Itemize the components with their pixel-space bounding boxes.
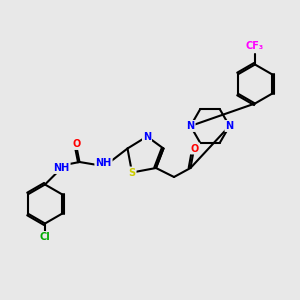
Text: NH: NH [95,158,112,169]
Text: CF₃: CF₃ [246,41,264,52]
Text: O: O [72,139,81,149]
Text: N: N [143,131,151,142]
Text: S: S [128,167,136,178]
Text: NH: NH [53,163,70,173]
Text: O: O [191,143,199,154]
Text: N: N [186,121,195,131]
Text: Cl: Cl [40,232,50,242]
Text: N: N [225,121,234,131]
